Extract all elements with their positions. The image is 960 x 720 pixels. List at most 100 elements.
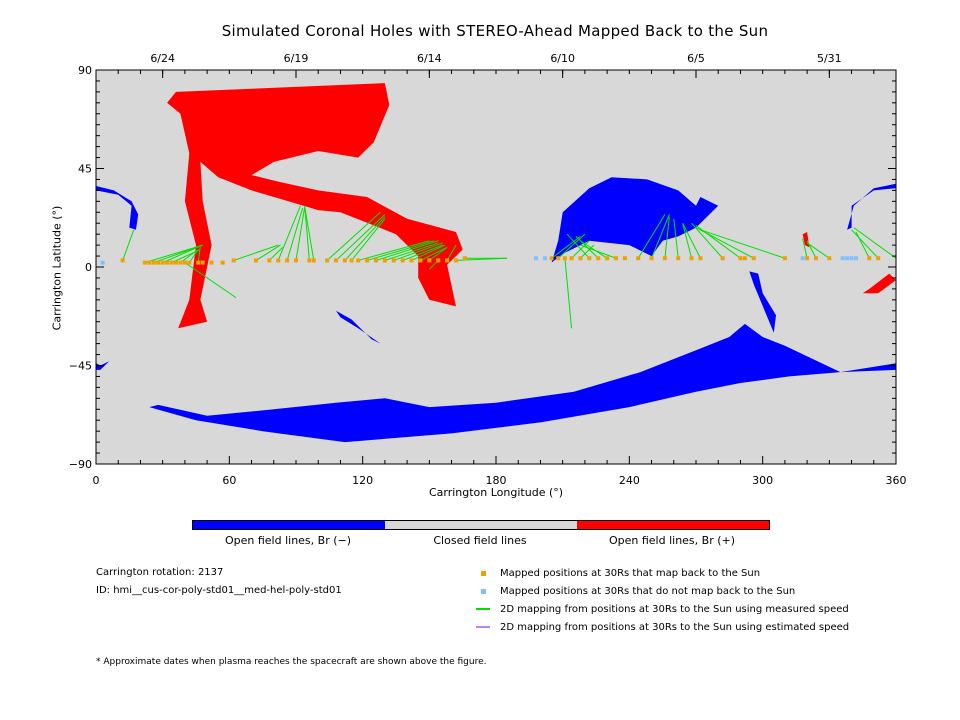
measured-mapping-line xyxy=(637,214,666,259)
polarity-colorbar xyxy=(192,520,770,530)
mapped-point xyxy=(200,260,205,265)
measured-mapping-line xyxy=(255,244,281,261)
mapped-point xyxy=(605,256,610,261)
mapped-point xyxy=(342,258,347,263)
mapped-point xyxy=(867,256,872,261)
legend-label: 2D mapping from positions at 30Rs to the… xyxy=(500,603,849,615)
mapped-point xyxy=(454,258,458,263)
mapped-point xyxy=(738,256,743,261)
measured-mapping-line xyxy=(304,207,310,261)
mapped-point xyxy=(698,256,703,261)
measured-mapping-line xyxy=(295,205,306,261)
measured-mapping-line xyxy=(651,214,670,259)
mapped-point xyxy=(285,258,290,263)
measured-mapping-line xyxy=(551,235,581,259)
mapped-point xyxy=(445,258,450,263)
x-tick-label: 0 xyxy=(93,474,100,487)
legend-item-measured-speed: 2D mapping from positions at 30Rs to the… xyxy=(476,602,849,616)
mapped-point xyxy=(231,258,236,263)
mapped-point xyxy=(294,258,298,263)
mapped-point xyxy=(151,260,156,265)
measured-mapping-line xyxy=(429,246,448,261)
legend-item-mapped: Mapped positions at 30Rs that map back t… xyxy=(476,566,760,580)
unmapped-point xyxy=(542,256,547,261)
legend-label: Mapped positions at 30Rs that do not map… xyxy=(500,585,796,597)
measured-mapping-line xyxy=(402,244,443,261)
top-date-label: 6/19 xyxy=(284,52,309,65)
measured-mapping-line xyxy=(286,207,304,261)
coronal-hole-negative-4 xyxy=(96,186,139,230)
measured-mapping-line xyxy=(806,242,830,259)
legend-label: Mapped positions at 30Rs that map back t… xyxy=(500,567,761,579)
mapped-point xyxy=(156,260,161,265)
unmapped-point xyxy=(849,256,854,261)
measured-mapping-line xyxy=(184,262,237,299)
measured-mapping-line xyxy=(853,227,897,259)
mapped-point xyxy=(178,260,183,265)
x-tick-label: 60 xyxy=(222,474,236,487)
mapped-point xyxy=(334,258,338,263)
mapped-point xyxy=(147,260,152,265)
mapped-point xyxy=(569,256,574,261)
measured-mapping-line xyxy=(855,231,870,259)
mapped-point xyxy=(142,260,147,265)
mapped-point xyxy=(374,258,378,263)
measured-mapping-line xyxy=(802,238,808,259)
x-tick-label: 360 xyxy=(886,474,907,487)
mapped-point xyxy=(196,260,201,265)
mapped-point xyxy=(782,256,787,261)
purple-line-icon xyxy=(476,626,490,628)
measured-mapping-line xyxy=(344,216,386,261)
measured-mapping-line xyxy=(233,244,279,261)
mapped-point xyxy=(182,260,187,265)
measured-mapping-line xyxy=(326,211,381,261)
measured-mapping-line xyxy=(351,218,386,261)
mapped-point xyxy=(400,258,405,263)
y-tick-label: 0 xyxy=(85,261,92,274)
mapped-point xyxy=(649,256,654,261)
measured-mapping-line xyxy=(446,244,457,261)
measured-mapping-line xyxy=(268,246,284,261)
mapped-point xyxy=(276,258,281,263)
mapped-point xyxy=(689,256,694,261)
measured-mapping-line xyxy=(571,240,590,259)
y-axis-title: Carrington Latitude (°) xyxy=(50,205,64,331)
measured-mapping-line xyxy=(580,244,595,259)
measured-mapping-line xyxy=(384,242,439,261)
y-tick-label: 90 xyxy=(78,64,92,77)
unmapped-point xyxy=(534,256,538,261)
x-tick-label: 240 xyxy=(619,474,640,487)
chart-title: Simulated Coronal Holes with STEREO-Ahea… xyxy=(221,22,769,40)
y-tick-label: −90 xyxy=(69,458,92,471)
orange-square-icon xyxy=(480,570,486,576)
mapped-point xyxy=(418,258,423,263)
unmapped-point xyxy=(854,256,858,261)
colorbar-label-positive: Open field lines, Br (+) xyxy=(608,534,736,547)
measured-mapping-line xyxy=(580,240,608,259)
coronal-hole-negative-6 xyxy=(749,271,776,333)
light-blue-square-icon xyxy=(480,588,486,594)
mapped-point xyxy=(556,256,561,261)
mapped-point xyxy=(662,256,667,261)
measured-mapping-line xyxy=(851,229,879,259)
x-axis-title: Carrington Longitude (°) xyxy=(428,486,564,499)
measured-mapping-line xyxy=(188,249,199,263)
mapped-point xyxy=(587,256,592,261)
mapped-point xyxy=(549,256,554,261)
mapped-point xyxy=(174,260,178,265)
mapped-point xyxy=(814,256,818,261)
mapped-point xyxy=(751,256,756,261)
mapped-point xyxy=(209,260,214,265)
unmapped-point xyxy=(845,256,850,261)
measured-mapping-line xyxy=(180,249,199,264)
footnote: * Approximate dates when plasma reaches … xyxy=(96,657,487,667)
measured-mapping-line xyxy=(557,233,586,259)
mapped-point xyxy=(409,258,414,263)
mapped-point xyxy=(596,256,601,261)
mapped-point xyxy=(622,256,627,261)
mapped-point xyxy=(805,256,810,261)
top-date-label: 6/24 xyxy=(150,52,175,65)
measured-mapping-line xyxy=(304,207,315,261)
x-tick-label: 120 xyxy=(352,474,373,487)
unmapped-point xyxy=(840,256,845,261)
